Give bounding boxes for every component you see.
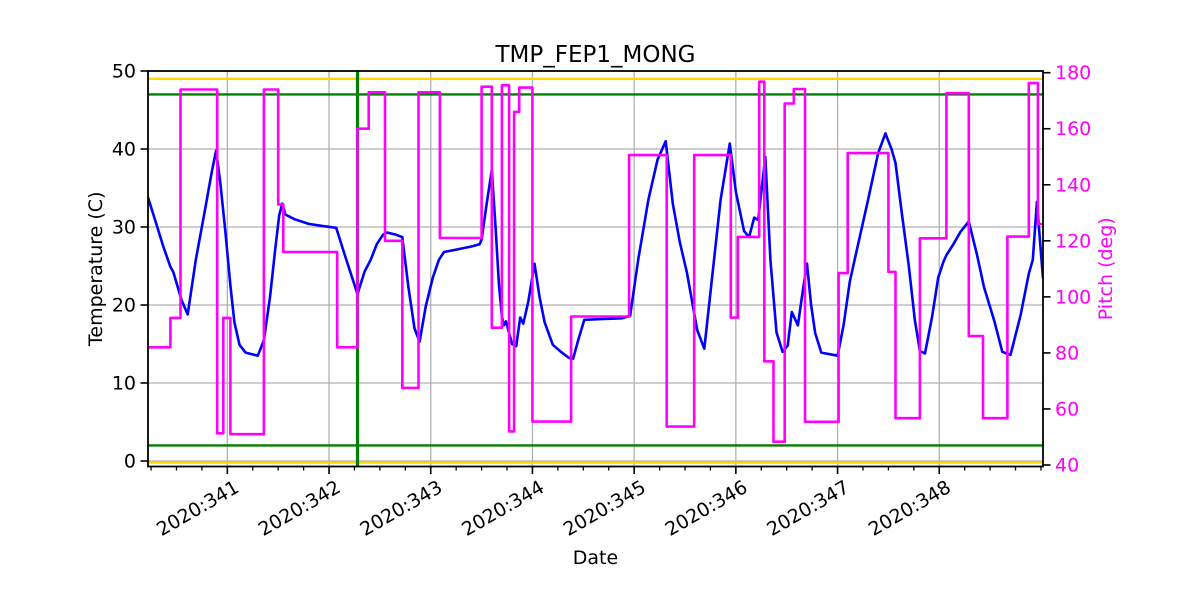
y-tick-label: 0 (124, 451, 136, 473)
y-tick-label: 10 (112, 373, 136, 395)
y2-tick-label: 120 (1055, 230, 1091, 252)
y2-tick-label: 160 (1055, 118, 1091, 140)
pitch-series (148, 80, 1043, 443)
y2-tick-label: 80 (1055, 342, 1079, 364)
chart-title: TMP_FEP1_MONG (494, 42, 695, 68)
plot-border (147, 70, 1044, 468)
y-axis-label: Temperature (C) (85, 192, 107, 348)
y2-tick-label: 60 (1055, 398, 1079, 420)
y2-tick-label: 140 (1055, 174, 1091, 196)
y-tick-label: 30 (112, 217, 136, 239)
y-axis-right: 40 60 80 100 120 140 160 180 Pitch (deg) (1043, 62, 1117, 476)
limit-lines (148, 77, 1043, 464)
y-axis-left: 0 10 20 30 40 50 Temperature (C) (85, 61, 148, 473)
y-tick-label: 20 (112, 295, 136, 317)
y2-axis-label: Pitch (deg) (1095, 217, 1117, 320)
y2-tick-label: 40 (1055, 454, 1079, 476)
y-tick-label: 50 (112, 61, 136, 83)
gridlines (148, 71, 1043, 467)
x-axis-label: Date (573, 547, 618, 569)
y-tick-label: 40 (112, 139, 136, 161)
y2-tick-label: 100 (1055, 286, 1091, 308)
y2-tick-label: 180 (1055, 62, 1091, 84)
